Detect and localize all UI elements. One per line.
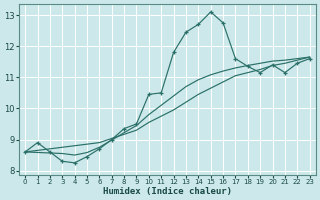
X-axis label: Humidex (Indice chaleur): Humidex (Indice chaleur) [103,187,232,196]
